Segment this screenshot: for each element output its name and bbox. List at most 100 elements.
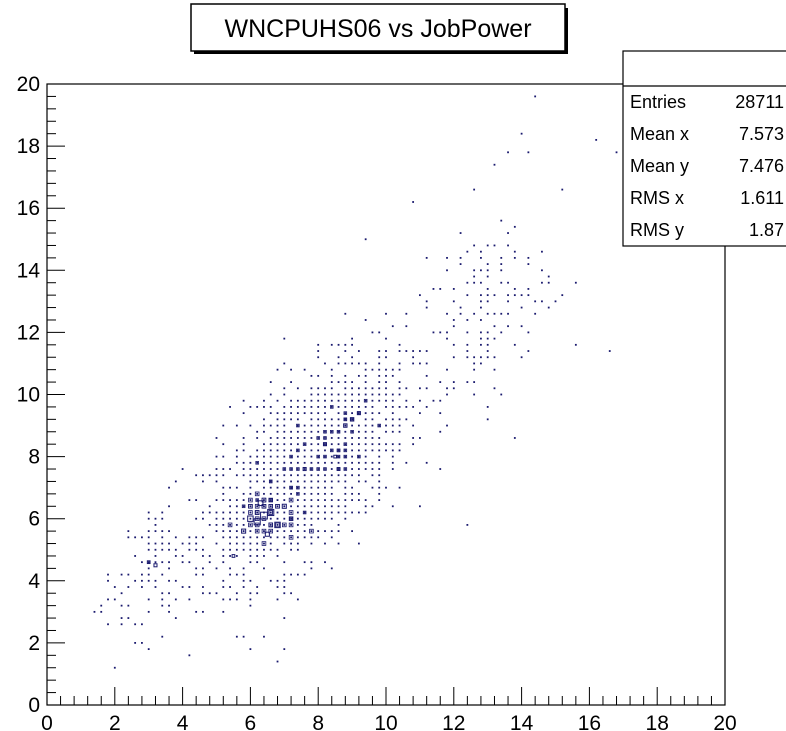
data-point bbox=[337, 542, 340, 545]
data-point bbox=[541, 281, 543, 284]
data-point bbox=[208, 561, 211, 564]
data-point bbox=[344, 437, 347, 439]
data-point bbox=[317, 356, 320, 359]
data-point bbox=[452, 300, 455, 303]
data-point bbox=[473, 275, 476, 278]
data-point bbox=[486, 263, 489, 265]
data-point bbox=[330, 461, 333, 464]
scatter-points bbox=[93, 95, 618, 669]
x-tick-label: 4 bbox=[177, 712, 189, 731]
data-point bbox=[263, 505, 265, 508]
data-point bbox=[364, 374, 367, 377]
data-point bbox=[310, 393, 313, 396]
data-point bbox=[351, 424, 353, 427]
data-point bbox=[391, 424, 394, 427]
data-point bbox=[195, 573, 198, 576]
density-box bbox=[253, 518, 261, 526]
data-point bbox=[296, 443, 299, 446]
density-box bbox=[264, 531, 270, 537]
x-tick-label: 12 bbox=[442, 712, 465, 731]
data-point bbox=[398, 449, 401, 452]
x-tick-label: 20 bbox=[713, 712, 736, 731]
data-point bbox=[330, 474, 333, 477]
data-point bbox=[398, 343, 401, 346]
data-point bbox=[107, 623, 109, 626]
data-point bbox=[147, 548, 150, 551]
data-point bbox=[317, 536, 320, 539]
data-point bbox=[330, 443, 333, 446]
data-point bbox=[446, 424, 448, 427]
data-point bbox=[269, 542, 272, 545]
data-point bbox=[330, 455, 333, 458]
title-box-shadow-right bbox=[565, 8, 568, 54]
data-point bbox=[310, 468, 313, 470]
data-point bbox=[412, 201, 415, 203]
data-point bbox=[127, 573, 130, 576]
data-point bbox=[344, 406, 347, 408]
data-point bbox=[242, 524, 245, 526]
data-point bbox=[317, 437, 320, 439]
data-point bbox=[147, 598, 150, 601]
data-point bbox=[303, 443, 306, 446]
data-point bbox=[174, 598, 177, 601]
data-point bbox=[222, 492, 225, 495]
data-point bbox=[344, 468, 347, 470]
data-point bbox=[452, 343, 455, 346]
data-point bbox=[161, 598, 164, 601]
data-point bbox=[296, 598, 299, 601]
data-point bbox=[466, 331, 469, 334]
density-box bbox=[254, 504, 260, 509]
data-point bbox=[486, 269, 489, 272]
data-point bbox=[371, 468, 374, 470]
data-point bbox=[480, 306, 482, 309]
data-point bbox=[486, 312, 489, 315]
data-point bbox=[317, 399, 320, 402]
data-point bbox=[235, 536, 238, 539]
data-point bbox=[202, 474, 204, 477]
density-box bbox=[268, 497, 274, 503]
data-point bbox=[317, 343, 320, 346]
data-point bbox=[385, 387, 387, 390]
density-box bbox=[241, 504, 246, 509]
data-point bbox=[263, 555, 265, 557]
data-point bbox=[364, 412, 367, 415]
data-point bbox=[141, 579, 143, 582]
data-point bbox=[351, 468, 353, 470]
data-point bbox=[371, 412, 374, 415]
data-point bbox=[486, 275, 489, 278]
data-point bbox=[222, 499, 225, 501]
data-point bbox=[229, 468, 231, 470]
data-point bbox=[276, 412, 279, 415]
data-point bbox=[330, 374, 333, 377]
data-point bbox=[215, 474, 218, 477]
data-point bbox=[256, 555, 259, 557]
density-box bbox=[323, 454, 327, 459]
data-point bbox=[249, 592, 252, 595]
data-point bbox=[391, 455, 394, 458]
data-point bbox=[317, 430, 320, 433]
data-point bbox=[378, 474, 381, 477]
data-point bbox=[229, 505, 231, 508]
data-point bbox=[317, 350, 320, 352]
data-point bbox=[507, 281, 509, 284]
data-point bbox=[466, 343, 469, 346]
data-point bbox=[344, 362, 347, 365]
data-point bbox=[310, 561, 313, 564]
data-point bbox=[296, 468, 299, 470]
stats-value: 1.611 bbox=[740, 188, 784, 208]
data-point bbox=[296, 548, 299, 551]
data-point bbox=[412, 356, 415, 359]
data-point bbox=[161, 604, 164, 607]
data-point bbox=[174, 579, 177, 582]
data-point bbox=[351, 337, 353, 340]
density-box bbox=[146, 560, 151, 565]
data-point bbox=[263, 424, 265, 427]
x-tick-label: 16 bbox=[578, 712, 601, 731]
data-point bbox=[337, 524, 340, 526]
data-point bbox=[527, 263, 530, 265]
data-point bbox=[168, 486, 170, 489]
data-point bbox=[330, 399, 333, 402]
data-point bbox=[283, 461, 286, 464]
data-point bbox=[480, 319, 482, 321]
data-point bbox=[364, 424, 367, 427]
